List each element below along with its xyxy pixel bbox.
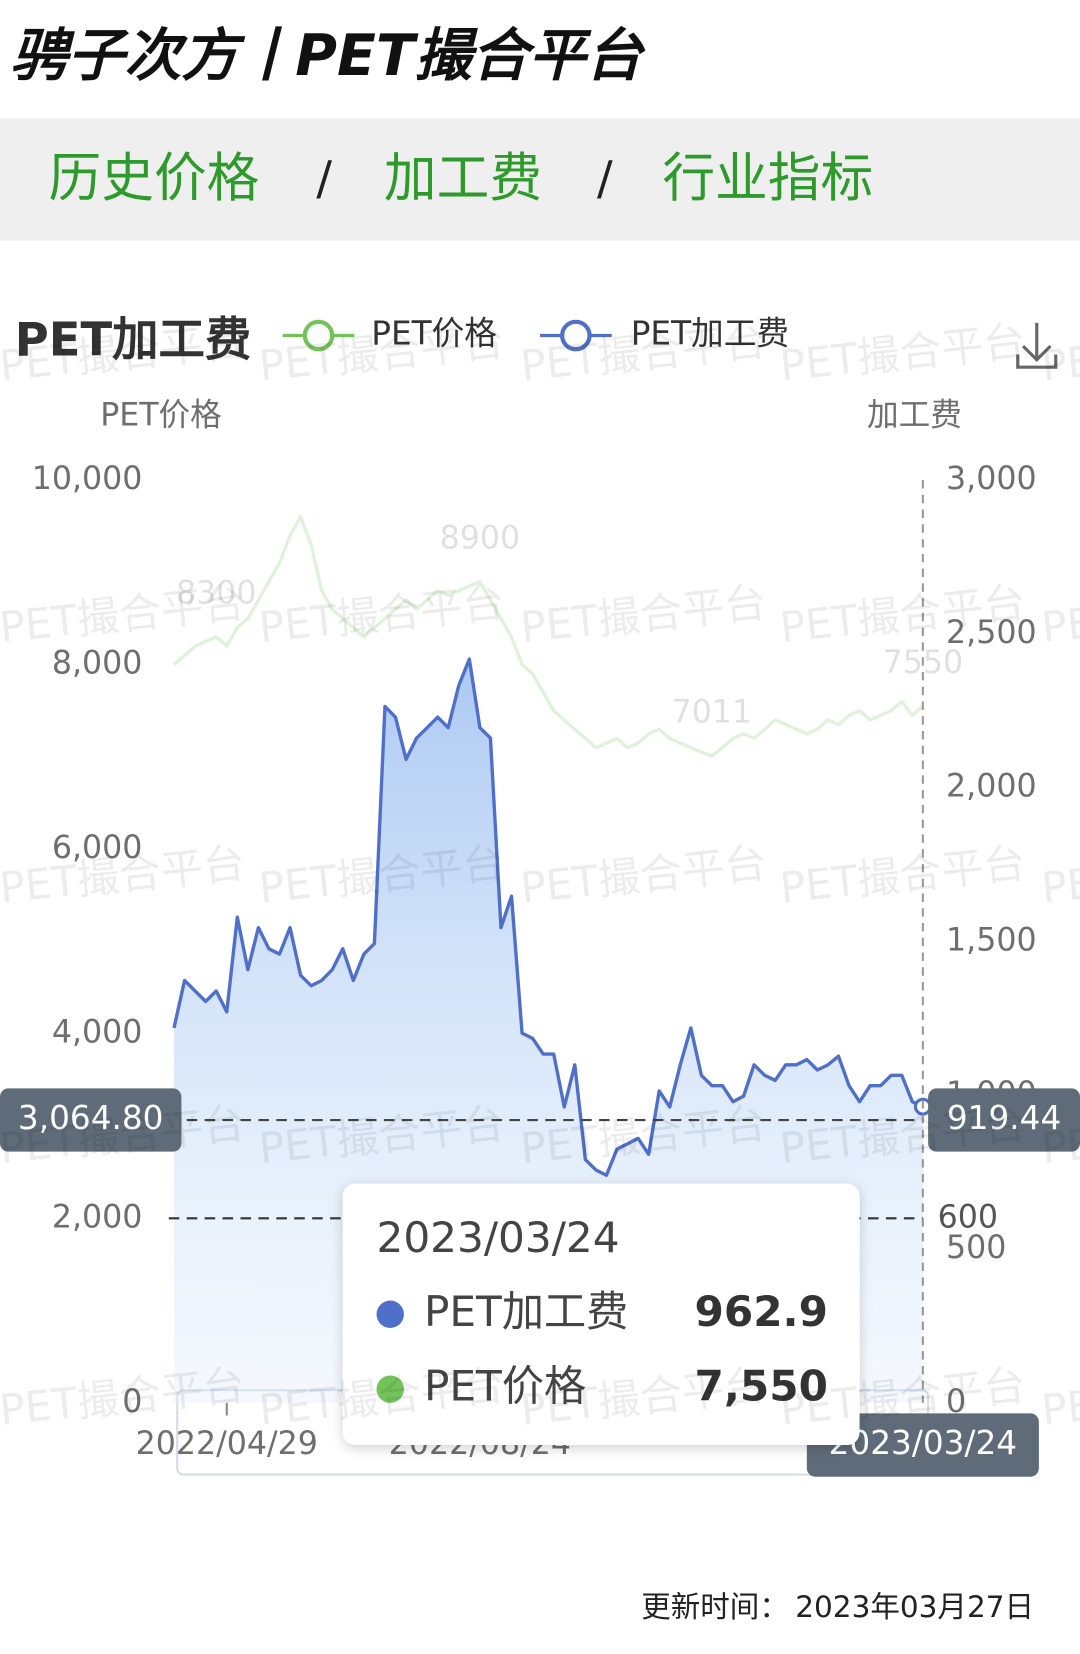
data-label: 7011 <box>672 695 752 731</box>
download-icon[interactable] <box>1016 322 1058 369</box>
update-label: 更新时间： <box>641 1590 789 1624</box>
y2-tick-label: 1,500 <box>946 922 1037 958</box>
legend-marker <box>302 319 335 352</box>
pointer-x-label: 2023/03/24 <box>829 1424 1017 1462</box>
pointer-label-box <box>928 1088 1080 1152</box>
y2-tick-label: 500 <box>946 1230 1006 1266</box>
y-tick-label: 6,000 <box>52 830 143 866</box>
update-date: 2023年03月27日 <box>795 1590 1034 1624</box>
y2-tick-label: 0 <box>946 1384 966 1420</box>
legend-label: PET价格 <box>371 315 497 353</box>
y-tick-label: 0 <box>122 1384 142 1420</box>
line <box>172 657 924 1177</box>
x-tick-label: 2022/04/29 <box>136 1426 318 1462</box>
nav-separator: / <box>316 151 332 205</box>
legend-marker <box>560 319 592 352</box>
data-label: 8300 <box>176 576 256 612</box>
tooltip <box>342 1183 860 1446</box>
y2-tick-label: 2,500 <box>946 615 1037 651</box>
nav-separator: / <box>597 151 613 205</box>
y2-tick-label: 3,000 <box>946 461 1037 497</box>
pointer-y-label: 3,064.80 <box>18 1099 164 1137</box>
chart-title: PET加工费 <box>15 312 252 366</box>
tooltip-name: PET价格 <box>424 1362 586 1411</box>
y2-tick-label: 2,000 <box>946 769 1037 805</box>
nav-tab[interactable]: 加工费 <box>384 148 542 209</box>
nav-bar <box>0 118 1080 241</box>
line <box>172 515 924 758</box>
nav-tab[interactable]: 行业指标 <box>662 148 873 209</box>
nav-tab[interactable]: 历史价格 <box>49 148 260 209</box>
y-tick-label: 4,000 <box>52 1015 143 1051</box>
pointer-y2-label: 919.44 <box>947 1099 1061 1137</box>
y-axis-label: PET价格 <box>100 398 222 434</box>
y-tick-label: 2,000 <box>52 1199 143 1235</box>
header-title: 骋子次方丨PET撮合平台 <box>11 23 646 89</box>
tooltip-date: 2023/03/24 <box>377 1213 620 1262</box>
pointer-label-box <box>806 1413 1039 1477</box>
y2-axis-label: 加工费 <box>867 398 962 434</box>
tooltip-value: 7,550 <box>695 1362 828 1411</box>
y-tick-label: 8,000 <box>52 646 143 682</box>
tooltip-swatch <box>376 1375 404 1403</box>
legend-label: PET加工费 <box>631 315 789 353</box>
tooltip-value: 962.9 <box>695 1287 828 1336</box>
tooltip-name: PET加工费 <box>424 1287 628 1336</box>
legend-item[interactable]: PET加工费 <box>540 315 789 353</box>
data-label: 8900 <box>440 520 520 556</box>
tooltip-swatch <box>376 1300 404 1328</box>
legend-item[interactable]: PET价格 <box>282 315 497 353</box>
mark-line-label: 600 <box>938 1199 998 1235</box>
y-tick-label: 10,000 <box>32 461 143 497</box>
plot: 02,0004,0006,0008,00010,00005001,0001,50… <box>0 461 1080 1477</box>
pointer-label-box <box>0 1088 182 1152</box>
